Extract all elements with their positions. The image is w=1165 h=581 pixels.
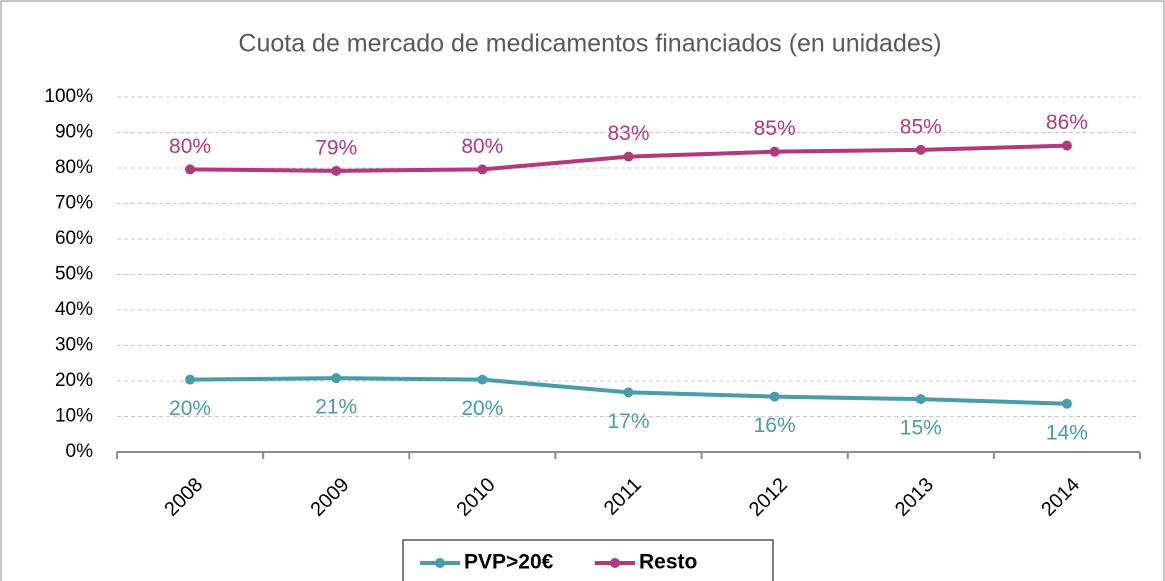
y-tick-label: 90%: [55, 122, 93, 143]
point: [915, 144, 926, 155]
data-label: 17%: [607, 410, 649, 433]
point: [185, 164, 196, 175]
y-tick-label: 100%: [44, 86, 93, 107]
point: [623, 151, 634, 162]
point: [185, 374, 196, 385]
data-label: 16%: [754, 414, 796, 437]
data-label: 80%: [461, 135, 503, 158]
point: [769, 146, 780, 157]
y-tick-label: 70%: [55, 193, 93, 214]
point: [331, 165, 342, 176]
data-label: 21%: [315, 396, 357, 419]
point: [915, 394, 926, 405]
data-label: 85%: [754, 117, 796, 140]
y-tick-label: 50%: [55, 264, 93, 285]
data-label: 80%: [169, 135, 211, 158]
y-tick-label: 10%: [55, 406, 93, 427]
legend-label: PVP>20€: [464, 551, 554, 574]
data-label: 83%: [607, 122, 649, 145]
data-label: 85%: [900, 115, 942, 138]
y-tick-label: 60%: [55, 228, 93, 249]
point: [331, 373, 342, 384]
chart-title: Cuota de mercado de medicamentos financi…: [238, 30, 941, 58]
legend-label: Resto: [639, 551, 697, 574]
point: [769, 391, 780, 402]
data-label: 20%: [169, 397, 211, 420]
data-label: 86%: [1046, 111, 1088, 134]
y-tick-label: 0%: [66, 441, 94, 462]
data-label: 79%: [315, 136, 357, 159]
y-tick-label: 80%: [55, 157, 93, 178]
point: [623, 387, 634, 398]
legend-box: [402, 539, 774, 581]
y-tick-label: 40%: [55, 299, 93, 320]
y-tick-label: 30%: [55, 335, 93, 356]
data-label: 15%: [900, 417, 942, 440]
point: [477, 374, 488, 385]
point: [1061, 398, 1072, 409]
data-label: 20%: [461, 397, 503, 420]
point: [1061, 140, 1072, 151]
data-label: 14%: [1046, 421, 1088, 444]
point: [477, 164, 488, 175]
legend-marker: [435, 558, 445, 568]
y-tick-label: 20%: [55, 370, 93, 391]
legend-marker: [610, 558, 620, 568]
